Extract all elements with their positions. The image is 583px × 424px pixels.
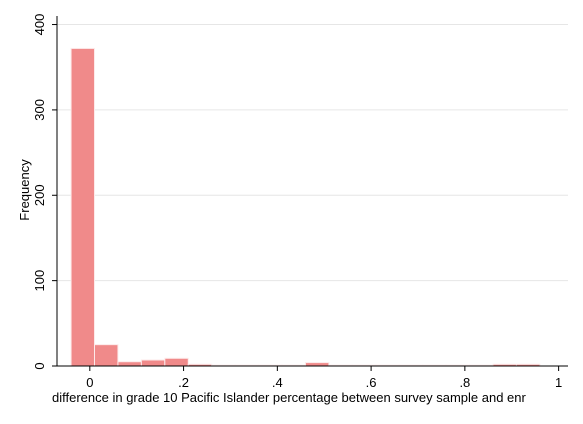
- y-tick-label-3: 300: [32, 99, 47, 121]
- y-tick-label-2: 200: [32, 184, 47, 206]
- histogram-bar-1: [94, 344, 119, 367]
- y-ticks: 0 100 200 300 400: [32, 14, 57, 370]
- x-axis-label: difference in grade 10 Pacific Islander …: [52, 390, 526, 405]
- x-tick-label-3: .6: [366, 375, 377, 390]
- histogram-bar-4: [164, 357, 189, 367]
- y-tick-label-0: 0: [32, 362, 47, 369]
- gridlines: [57, 24, 568, 282]
- histogram-bar-2: [117, 361, 142, 367]
- x-tick-label-0: 0: [86, 375, 93, 390]
- x-tick-label-1: .2: [178, 375, 189, 390]
- x-tick-label-5: 1: [555, 375, 562, 390]
- histogram-bar-3: [140, 359, 166, 367]
- bars: [70, 47, 541, 367]
- histogram-bar-0: [70, 47, 96, 367]
- x-tick-label-2: .4: [272, 375, 283, 390]
- y-axis-label: Frequency: [17, 159, 32, 221]
- y-tick-label-1: 100: [32, 270, 47, 292]
- x-ticks: 0 .2 .4 .6 .8 1: [86, 366, 562, 390]
- x-tick-label-4: .8: [459, 375, 470, 390]
- histogram-bar-10: [304, 362, 330, 367]
- y-tick-label-4: 400: [32, 14, 47, 36]
